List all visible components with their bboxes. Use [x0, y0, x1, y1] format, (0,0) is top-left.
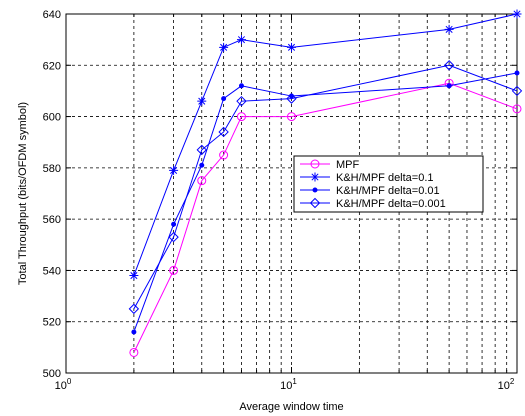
y-tick-label: 640 — [43, 9, 61, 21]
data-point — [511, 85, 523, 97]
legend-marker — [310, 159, 320, 169]
legend-label: K&H/MPF delta=0.001 — [336, 198, 446, 210]
data-point — [236, 112, 246, 122]
y-tick-label: 500 — [43, 368, 61, 380]
data-point — [446, 83, 452, 89]
series-line — [133, 72, 518, 333]
data-point — [197, 96, 207, 106]
series-line — [133, 64, 518, 310]
data-point — [236, 95, 247, 107]
data-point — [218, 126, 229, 138]
data-point — [199, 162, 205, 168]
legend-label: MPF — [336, 159, 360, 171]
legend-item: K&H/MPF delta=0.001 — [300, 197, 446, 210]
series-3 — [131, 70, 520, 335]
legend-label: K&H/MPF delta=0.01 — [336, 185, 440, 197]
legend-item: K&H/MPF delta=0.01 — [300, 185, 440, 197]
series-group — [128, 9, 523, 357]
data-point — [443, 60, 455, 71]
data-point — [129, 347, 139, 357]
data-point — [129, 271, 139, 281]
data-point — [238, 83, 244, 89]
data-point — [168, 231, 179, 243]
x-tick-label: 100 — [55, 377, 72, 392]
legend-label: K&H/MPF delta=0.1 — [336, 172, 434, 184]
legend-item: K&H/MPF delta=0.1 — [300, 172, 434, 184]
legend-marker — [309, 197, 321, 209]
data-point — [512, 104, 522, 114]
data-point — [169, 165, 179, 175]
y-axis-label: Total Throughput (bits/OFDM symbol) — [17, 102, 29, 285]
y-tick-label: 520 — [43, 317, 61, 329]
data-point — [236, 35, 246, 45]
series-1 — [129, 78, 522, 357]
axis-ticks: 500 520 540 560 580 600 620 640 100 101 102 — [43, 9, 518, 392]
y-tick-label: 540 — [43, 265, 61, 277]
x-tick-label: 102 — [498, 377, 515, 392]
series-2 — [129, 9, 522, 281]
data-point — [221, 96, 227, 102]
legend-marker — [312, 187, 318, 193]
y-tick-label: 600 — [43, 112, 61, 124]
data-point — [171, 221, 177, 227]
legend-marker — [310, 172, 320, 182]
y-tick-label: 620 — [43, 60, 61, 72]
series-line — [133, 13, 518, 276]
data-point — [219, 42, 229, 52]
data-point — [444, 24, 454, 34]
data-point — [287, 42, 296, 52]
series-4 — [128, 60, 523, 315]
legend-item: MPF — [300, 159, 360, 171]
data-point — [514, 70, 520, 76]
series-line — [133, 82, 518, 353]
x-axis-label: Average window time — [239, 401, 343, 413]
data-point — [196, 144, 207, 156]
data-point — [131, 329, 137, 335]
data-point — [287, 112, 296, 122]
data-point — [169, 265, 179, 275]
data-point — [286, 93, 297, 104]
x-tick-label: 101 — [280, 377, 297, 392]
data-point — [128, 303, 140, 315]
data-point — [197, 176, 207, 186]
data-point — [512, 9, 522, 19]
y-tick-label: 580 — [43, 163, 61, 175]
data-point — [219, 150, 229, 160]
y-tick-label: 560 — [43, 214, 61, 226]
